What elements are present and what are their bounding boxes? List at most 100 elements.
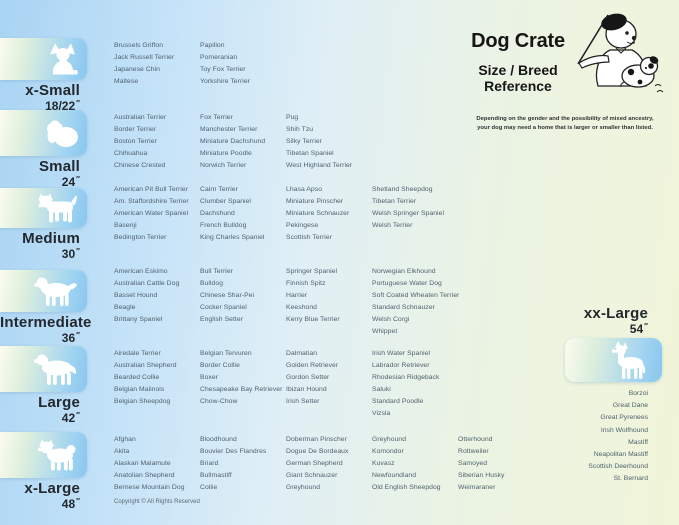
westie-dog-icon [38, 193, 77, 223]
breed-name: Whippet [372, 328, 398, 336]
breed-name: Collie [200, 484, 218, 492]
breed-column: Otterhound Rottweiler Samoyed Siberian Husk… [458, 434, 544, 494]
breed-name: King Charles Spaniel [200, 234, 265, 242]
disclaimer-line2: your dog may need a home that is larger … [477, 124, 653, 131]
breed-column: Belgian Tervuren Border Collie Boxer Chesap… [200, 348, 286, 421]
disclaimer-note: Depending on the gender and the possibil… [474, 115, 656, 132]
breed-name: Basenji [114, 222, 137, 230]
breed-name: Maltese [114, 78, 139, 86]
breed-name: Labrador Retriever [372, 362, 430, 370]
breed-name: Bull Terrier [200, 268, 233, 275]
breed-name: Chesapeake Bay Retriever [200, 386, 283, 394]
breed-column: Doberman Pinscher Dogue De Bordeaux German… [286, 434, 372, 494]
breed-name: Giant Schnauzer [286, 472, 338, 480]
breed-name: Saluki [372, 386, 391, 394]
size-label-xx-large: xx-Large 54″ [470, 306, 648, 336]
breed-name: Yorkshire Terrier [200, 78, 250, 86]
breed-name: Standard Poodle [372, 398, 424, 406]
breed-name: Welsh Springer Spaniel [372, 210, 445, 218]
breed-row-medium: American Pit Bull Terrier Am. Staffordshi… [114, 184, 458, 244]
xx-large-breed-column: Borzoi Great Dane Great Pyrenees Irish Wolf… [470, 388, 648, 486]
breed-name: Finnish Spitz [286, 280, 326, 288]
breed-name: French Bulldog [200, 222, 247, 230]
breed-name: Bernese Mountain Dog [114, 484, 185, 492]
breed-name: Bearded Collie [114, 374, 160, 382]
breed-column: Bloodhound Bouvier Des Flandres Briard Bull… [200, 434, 286, 494]
size-name: x-Large [24, 480, 80, 497]
great-dane-dog-icon [612, 341, 646, 379]
disclaimer-line1: Depending on the gender and the possibil… [476, 116, 654, 122]
breed-column: Greyhound Komondor Kuvasz Newfoundland Old E… [372, 434, 458, 494]
breed-name: Welsh Corgi [372, 316, 410, 324]
breed-name: Kuvasz [372, 460, 395, 468]
breed-name: Belgian Malinois [114, 386, 165, 394]
breed-name: Beagle [114, 304, 136, 312]
breed-name: Samoyed [458, 460, 488, 468]
breed-column: Springer Spaniel Finnish Spitz Harrier Kees… [286, 266, 372, 339]
breed-name: Bouvier Des Flandres [200, 448, 267, 456]
breed-column: Irish Water Spaniel Labrador Retriever Rho… [372, 348, 458, 421]
page-subtitle-line1: Size / Breed [478, 62, 558, 78]
breed-name: Dachshund [200, 210, 235, 218]
breed-name: Clumber Spaniel [200, 198, 251, 206]
breed-name: Anatolian Shepherd [114, 472, 175, 480]
breed-name: Irish Water Spaniel [372, 350, 431, 357]
breed-column: American Pit Bull Terrier Am. Staffordshi… [114, 184, 200, 244]
size-label-intermediate: Intermediate 36″ [0, 314, 92, 345]
breed-name: Miniature Schnauzer [286, 210, 350, 218]
breed-name: American Pit Bull Terrier [114, 186, 189, 193]
medium-icon-box [0, 188, 87, 228]
inch-mark: ″ [76, 247, 80, 256]
breed-name: Greyhound [372, 436, 407, 443]
inch-mark: ″ [76, 99, 80, 108]
breed-name: Alaskan Malamute [114, 460, 171, 468]
breed-column: Papillon Pomeranian Toy Fox Terrier Yorkshi… [200, 40, 286, 88]
size-dimension: 48″ [61, 497, 80, 511]
breed-name: Welsh Terrier [372, 222, 413, 230]
breed-name: Pomeranian [200, 54, 238, 62]
breed-name: Portuguese Water Dog [372, 280, 442, 288]
breed-name: Irish Setter [286, 398, 320, 406]
breed-name: Komondor [372, 448, 404, 456]
size-name: Intermediate [0, 314, 92, 331]
breed-column: Lhasa Apso Miniature Pinscher Miniature Sc… [286, 184, 372, 244]
breed-name: Great Pyrenees [600, 414, 648, 422]
breed-name: Old English Sheepdog [372, 484, 441, 492]
breed-column: Cairn Terrier Clumber Spaniel Dachshund Fre… [200, 184, 286, 244]
breed-name: German Shepherd [286, 460, 343, 468]
breed-name: Cairn Terrier [200, 186, 238, 193]
breed-name: Silky Terrier [286, 138, 323, 146]
size-dimension: 54″ [629, 322, 648, 336]
copyright-text: Copyright © All Rights Reserved [114, 499, 200, 505]
breed-column: Brussels Griffon Jack Russell Terrier Japa… [114, 40, 200, 88]
size-label-medium: Medium 30″ [0, 231, 80, 261]
breed-name: Chinese Shar-Pei [200, 292, 255, 300]
breed-row-intermediate: American Eskimo Australian Cattle Dog Bass… [114, 266, 459, 339]
breed-name: Miniature Poodle [200, 150, 252, 158]
breed-name: Gordon Setter [286, 374, 330, 382]
breed-name: Mastiff [628, 438, 648, 446]
breed-name: West Highland Terrier [286, 162, 353, 170]
inch-mark: ″ [76, 497, 80, 506]
breed-name: Chihuahua [114, 150, 148, 158]
breed-row-x-small: Brussels Griffon Jack Russell Terrier Japa… [114, 40, 286, 88]
breed-name: Shetland Sheepdog [372, 186, 433, 193]
breed-name: Scottish Deerhound [588, 463, 648, 471]
size-dimension: 42″ [61, 411, 80, 425]
breed-name: American Water Spaniel [114, 210, 189, 218]
breed-column: Fox Terrier Manchester Terrier Miniature D… [200, 112, 286, 172]
page-title: Dog Crate [471, 30, 565, 52]
breed-name: Boston Terrier [114, 138, 157, 146]
breed-name: Golden Retriever [286, 362, 339, 370]
breed-name: Norwegian Elkhound [372, 268, 436, 275]
breed-name: Harrier [286, 292, 308, 300]
akita-dog-icon [38, 439, 76, 471]
breed-name: Dogue De Bordeaux [286, 448, 349, 456]
breed-name: Manchester Terrier [200, 126, 258, 134]
breed-name: Rhodesian Ridgeback [372, 374, 440, 382]
large-icon-box [0, 346, 87, 392]
breed-name: Cocker Spaniel [200, 304, 247, 312]
breed-name: Greyhound [286, 484, 321, 492]
inch-mark: ″ [76, 411, 80, 420]
breed-name: Chinese Crested [114, 162, 166, 170]
